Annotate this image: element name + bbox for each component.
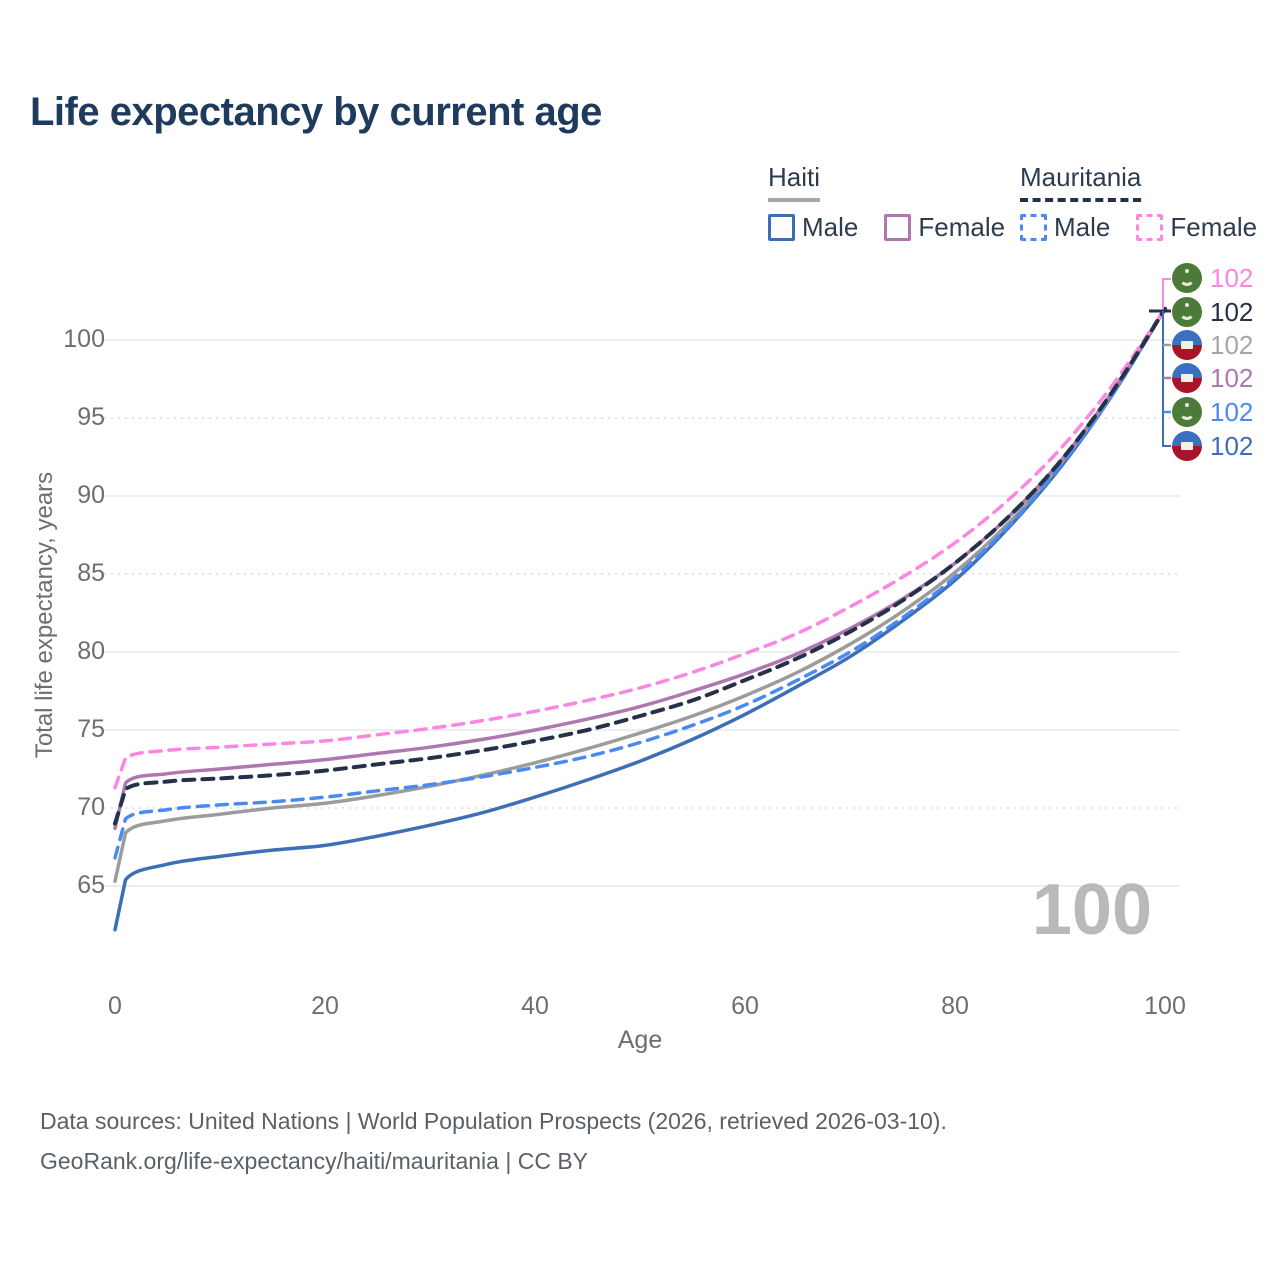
end-label-value: 102 bbox=[1210, 430, 1254, 461]
legend-item-haiti-male[interactable]: Male bbox=[768, 212, 858, 243]
y-tick-label-75: 75 bbox=[77, 715, 105, 743]
x-tick-label-0: 0 bbox=[108, 992, 122, 1020]
haiti-emblem bbox=[1181, 341, 1193, 349]
x-axis-title: Age bbox=[617, 1026, 663, 1054]
y-tick-label-70: 70 bbox=[77, 793, 105, 821]
series-line-haiti-female[interactable] bbox=[113, 307, 1167, 831]
end-label-value: 102 bbox=[1210, 396, 1254, 427]
end-label-row[interactable]: 102 bbox=[1172, 362, 1253, 394]
y-tick-label-65: 65 bbox=[77, 871, 105, 899]
y-tick-label-80: 80 bbox=[77, 637, 105, 665]
x-tick-label-40: 40 bbox=[521, 992, 549, 1020]
end-label-row[interactable]: 102 bbox=[1172, 430, 1253, 462]
series-line-haiti[interactable] bbox=[113, 307, 1167, 884]
y-tick-label-95: 95 bbox=[77, 403, 105, 431]
end-label-row[interactable]: 102 bbox=[1172, 329, 1253, 361]
end-label-row[interactable]: 102 bbox=[1172, 296, 1253, 328]
haiti-male-swatch-icon bbox=[768, 214, 795, 241]
x-tick-label-100: 100 bbox=[1144, 992, 1186, 1020]
crescent-icon bbox=[1179, 304, 1195, 320]
end-label-value: 102 bbox=[1210, 329, 1254, 360]
y-tick-label-85: 85 bbox=[77, 559, 105, 587]
series-line-mauritania[interactable] bbox=[113, 306, 1167, 826]
series-line-mauritania-female[interactable] bbox=[113, 307, 1167, 790]
haiti-female-swatch-icon bbox=[884, 214, 912, 241]
page-title: Life expectancy by current age bbox=[30, 90, 602, 134]
legend-header-mauritania[interactable]: Mauritania bbox=[1020, 162, 1142, 202]
legend-item-mauritania-female[interactable]: Female bbox=[1136, 212, 1257, 243]
crescent-icon bbox=[1179, 404, 1195, 420]
legend-group-mauritania: Mauritania Male Female bbox=[1020, 162, 1257, 243]
y-tick-label-100: 100 bbox=[63, 325, 105, 353]
x-tick-label-80: 80 bbox=[941, 992, 969, 1020]
series-line-haiti-male[interactable] bbox=[113, 307, 1167, 932]
legend-header-haiti[interactable]: Haiti bbox=[768, 162, 821, 202]
haiti-flag-icon bbox=[1172, 363, 1202, 393]
y-tick-label-90: 90 bbox=[77, 481, 105, 509]
end-label-value: 102 bbox=[1210, 296, 1254, 327]
legend-group-haiti: Haiti Male Female bbox=[768, 162, 1005, 243]
legend-item-haiti-female[interactable]: Female bbox=[884, 212, 1005, 243]
legend-item-label: Male bbox=[802, 212, 859, 242]
star-icon bbox=[1185, 303, 1189, 307]
end-label-value: 102 bbox=[1210, 362, 1254, 393]
legend-item-label: Female bbox=[918, 212, 1006, 242]
mauritania-male-swatch-icon bbox=[1020, 214, 1047, 241]
mauritania-flag-icon bbox=[1172, 263, 1202, 293]
legend-item-label: Male bbox=[1054, 212, 1111, 242]
connector-mauritania-female bbox=[1162, 278, 1171, 311]
age-counter-watermark: 100 bbox=[1031, 870, 1152, 950]
end-label-row[interactable]: 102 bbox=[1172, 262, 1253, 294]
legend-item-label: Female bbox=[1170, 212, 1258, 242]
data-sources-note: Data sources: United Nations | World Pop… bbox=[40, 1108, 947, 1134]
x-tick-label-60: 60 bbox=[731, 992, 759, 1020]
mauritania-flag-icon bbox=[1172, 297, 1202, 327]
connector-stem bbox=[1162, 311, 1171, 447]
star-icon bbox=[1185, 269, 1189, 273]
attribution-link[interactable]: GeoRank.org/life-expectancy/haiti/maurit… bbox=[40, 1148, 589, 1174]
mauritania-flag-icon bbox=[1172, 397, 1202, 427]
legend-item-mauritania-male[interactable]: Male bbox=[1020, 212, 1110, 243]
series-line-mauritania-male[interactable] bbox=[113, 307, 1167, 860]
x-tick-label-20: 20 bbox=[311, 992, 339, 1020]
haiti-flag-icon bbox=[1172, 431, 1202, 461]
end-label-row[interactable]: 102 bbox=[1172, 396, 1253, 428]
mauritania-female-swatch-icon bbox=[1136, 214, 1164, 241]
star-icon bbox=[1185, 403, 1189, 407]
end-label-value: 102 bbox=[1210, 262, 1254, 293]
haiti-flag-icon bbox=[1172, 330, 1202, 360]
crescent-icon bbox=[1179, 270, 1195, 286]
haiti-emblem bbox=[1181, 374, 1193, 382]
haiti-emblem bbox=[1181, 442, 1193, 450]
